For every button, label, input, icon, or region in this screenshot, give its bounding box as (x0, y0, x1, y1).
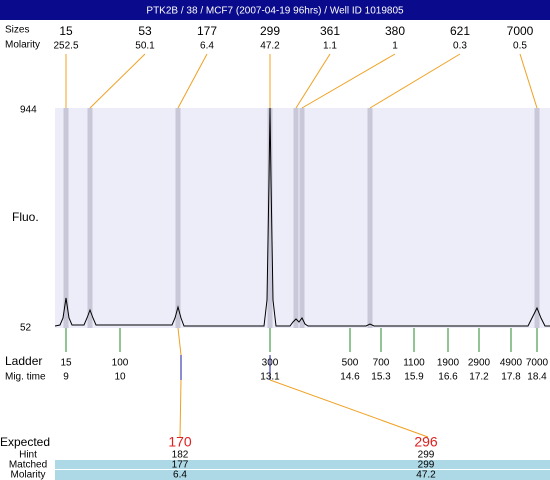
connector (269, 379, 429, 438)
y-min-label: 52 (20, 323, 32, 334)
title-bar (0, 0, 550, 20)
peak-size: 299 (260, 24, 280, 38)
peak-size: 53 (138, 24, 152, 38)
row-band (55, 470, 550, 480)
peak-band (87, 108, 93, 328)
ladder-size: 15 (60, 358, 72, 369)
row-label: Sizes (5, 25, 29, 36)
connector (179, 379, 182, 438)
expected-label: Hint (19, 450, 37, 461)
ladder-size: 7000 (526, 358, 549, 369)
matched-value: 177 (172, 460, 189, 471)
ladder-size: 100 (112, 358, 129, 369)
mig-time: 13.1 (260, 372, 280, 383)
mig-time: 14.6 (340, 372, 360, 383)
peak-molarity: 0.5 (513, 41, 527, 52)
connector (89, 53, 146, 109)
connector (177, 327, 182, 356)
ladder-size: 1100 (403, 358, 425, 369)
connector (301, 53, 396, 109)
peak-size: 380 (385, 24, 405, 38)
ladder-size: 700 (373, 358, 390, 369)
ladder-size: 1900 (437, 358, 460, 369)
peak-size: 15 (59, 24, 73, 38)
peak-band (293, 108, 299, 328)
peak-size: 621 (450, 24, 470, 38)
mig-time: 17.8 (501, 372, 521, 383)
y-axis-label: Fluo. (12, 210, 39, 224)
matched-value: 299 (418, 460, 435, 471)
peak-band (299, 108, 305, 328)
mig-time: 15.3 (371, 372, 391, 383)
mig-time: 16.6 (438, 372, 458, 383)
peak-molarity: 1.1 (323, 41, 337, 52)
peak-band (63, 108, 69, 328)
molarity-value: 6.4 (173, 470, 187, 480)
row-label: Molarity (5, 40, 40, 51)
peak-molarity: 50.1 (135, 41, 155, 52)
title: PTK2B / 38 / MCF7 (2007-04-19 96hrs) / W… (146, 6, 404, 17)
peak-size: 7000 (507, 24, 534, 38)
expected-value: 296 (414, 434, 438, 450)
peak-size: 177 (197, 24, 217, 38)
peak-band (175, 108, 181, 328)
mig-time: 18.4 (527, 372, 547, 383)
mig-time: 17.2 (469, 372, 489, 383)
peak-band (534, 108, 540, 328)
row-band (55, 460, 550, 469)
peak-molarity: 6.4 (200, 41, 214, 52)
expected-label: Molarity (10, 470, 45, 480)
ladder-size: 4900 (500, 358, 523, 369)
hint-value: 299 (418, 450, 435, 461)
connector (295, 53, 331, 109)
molarity-value: 47.2 (416, 470, 436, 480)
expected-label: Expected (0, 435, 50, 449)
connector (177, 53, 208, 109)
peak-molarity: 47.2 (260, 41, 280, 52)
ladder-size: 2900 (468, 358, 491, 369)
expected-value: 170 (168, 434, 192, 450)
ladder-size: 500 (342, 358, 359, 369)
mig-time: 10 (114, 372, 126, 383)
mig-time: 15.9 (404, 372, 424, 383)
peak-band (267, 108, 273, 328)
ladder-label: Mig. time (5, 372, 46, 383)
connector (369, 53, 461, 109)
peak-size: 361 (320, 24, 340, 38)
connector (519, 53, 538, 109)
hint-value: 182 (172, 450, 189, 461)
y-max-label: 944 (20, 105, 37, 116)
ladder-size: 300 (262, 358, 279, 369)
peak-molarity: 252.5 (53, 41, 78, 52)
mig-time: 9 (63, 372, 69, 383)
peak-band (367, 108, 373, 328)
peak-molarity: 1 (392, 41, 398, 52)
ladder-label: Ladder (5, 354, 42, 368)
peak-molarity: 0.3 (453, 41, 467, 52)
expected-label: Matched (9, 460, 47, 471)
